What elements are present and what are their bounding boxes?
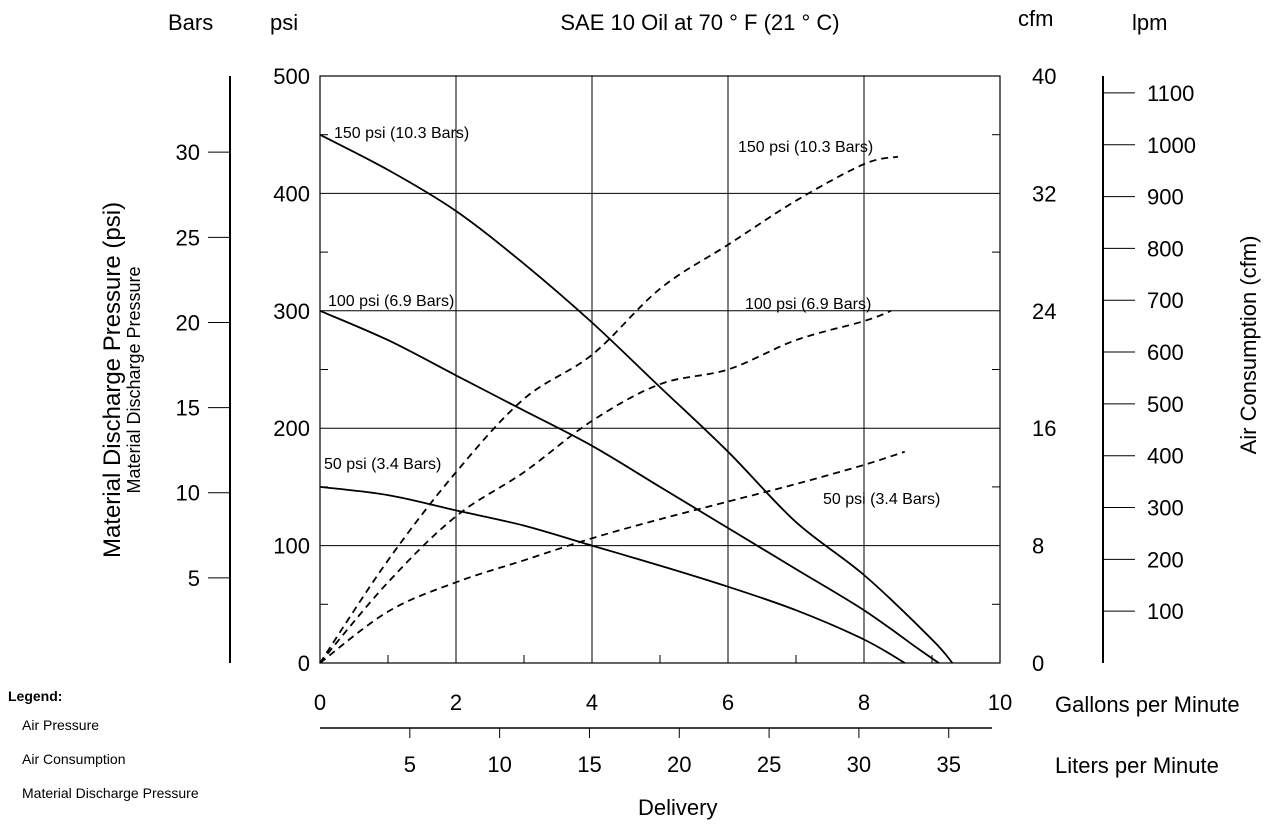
cfm-tick-label: 32 <box>1032 181 1056 206</box>
label-air-50: 50 psi (3.4 Bars) <box>823 491 940 508</box>
lpm-tick-label: 600 <box>1147 340 1184 365</box>
lpm-tick-label: 1100 <box>1147 81 1194 106</box>
air-consumption-curve-3 <box>319 155 899 664</box>
psi-tick-label: 500 <box>273 64 310 89</box>
bars-unit-label: Bars <box>168 10 213 35</box>
lpm-tick-label: 1000 <box>1147 133 1196 158</box>
label-mat-150: 150 psi (10.3 Bars) <box>334 125 469 142</box>
tick-labels: 0100200300400500081624324051015202530100… <box>176 64 1196 777</box>
chart-title: SAE 10 Oil at 70 ° F (21 ° C) <box>560 10 839 35</box>
bars-tick-label: 10 <box>176 481 200 506</box>
lpm-tick-label: 100 <box>1147 599 1184 624</box>
label-air-150: 150 psi (10.3 Bars) <box>738 139 873 156</box>
bars-tick-label: 20 <box>176 310 200 335</box>
plot-frame <box>319 75 1001 664</box>
gpm-tick-label: 0 <box>314 690 326 715</box>
lpm-tick-label: 500 <box>1147 392 1184 417</box>
lpm-tick-label: 900 <box>1147 185 1184 210</box>
gpm-tick-label: 6 <box>722 690 734 715</box>
grid <box>320 76 1000 663</box>
psi-tick-label: 400 <box>273 181 310 206</box>
lpm-tick-label: 300 <box>1147 496 1184 521</box>
cfm-tick-label: 40 <box>1032 64 1056 89</box>
left-axis-subtitle: Material Discharge Pressure <box>124 266 144 493</box>
bars-tick-label: 5 <box>188 566 200 591</box>
bars-tick-label: 15 <box>176 396 200 421</box>
material-discharge-curve-2 <box>319 486 906 664</box>
lpm-unit-label: lpm <box>1132 10 1167 35</box>
label-mat-100: 100 psi (6.9 Bars) <box>328 293 454 310</box>
cfm-tick-label: 24 <box>1032 299 1056 324</box>
legend-item-material-discharge: Material Discharge Pressure <box>22 785 199 801</box>
lpm-secondary-tick-label: 35 <box>936 752 960 777</box>
label-air-100: 100 psi (6.9 Bars) <box>745 296 871 313</box>
lpm-tick-label: 200 <box>1147 547 1184 572</box>
gpm-axis-label: Gallons per Minute <box>1055 692 1240 717</box>
label-mat-50: 50 psi (3.4 Bars) <box>324 456 441 473</box>
left-axis-title: Material Discharge Pressure (psi) <box>99 202 126 558</box>
psi-tick-label: 0 <box>298 651 310 676</box>
lpm-axis-label: Liters per Minute <box>1055 753 1219 778</box>
gpm-tick-label: 2 <box>450 690 462 715</box>
lpm-secondary-tick-label: 20 <box>667 752 691 777</box>
gpm-tick-label: 8 <box>858 690 870 715</box>
legend-item-air-consumption: Air Consumption <box>22 751 126 767</box>
lpm-secondary-tick-label: 10 <box>487 752 511 777</box>
air-consumption-curve-5 <box>319 450 906 664</box>
psi-tick-label: 200 <box>273 416 310 441</box>
psi-tick-label: 100 <box>273 534 310 559</box>
lpm-secondary-tick-label: 30 <box>847 752 871 777</box>
x-axis-title: Delivery <box>638 795 717 820</box>
bars-tick-label: 30 <box>176 140 200 165</box>
bars-tick-label: 25 <box>176 225 200 250</box>
lpm-tick-label: 400 <box>1147 444 1184 469</box>
cfm-unit-label: cfm <box>1018 6 1053 31</box>
lpm-tick-label: 700 <box>1147 288 1184 313</box>
legend-title: Legend: <box>8 688 63 704</box>
right-axis-title: Air Consumption (cfm) <box>1236 236 1261 455</box>
legend-item-air-pressure: Air Pressure <box>22 717 100 733</box>
series-group <box>319 133 954 664</box>
psi-unit-label: psi <box>270 10 298 35</box>
lpm-tick-label: 800 <box>1147 236 1184 261</box>
cfm-tick-label: 0 <box>1032 651 1044 676</box>
material-discharge-curve-0 <box>319 133 954 664</box>
lpm-secondary-tick-label: 15 <box>577 752 601 777</box>
gpm-tick-label: 4 <box>586 690 598 715</box>
legend: Legend: Air Pressure Air Consumption Mat… <box>8 688 199 816</box>
psi-tick-label: 300 <box>273 299 310 324</box>
air-consumption-curve-4 <box>319 309 892 664</box>
cfm-tick-label: 16 <box>1032 416 1056 441</box>
lpm-secondary-tick-label: 5 <box>404 752 416 777</box>
gpm-tick-label: 10 <box>988 690 1012 715</box>
material-discharge-curve-1 <box>319 309 940 664</box>
cfm-tick-label: 8 <box>1032 534 1044 559</box>
lpm-secondary-tick-label: 25 <box>757 752 781 777</box>
